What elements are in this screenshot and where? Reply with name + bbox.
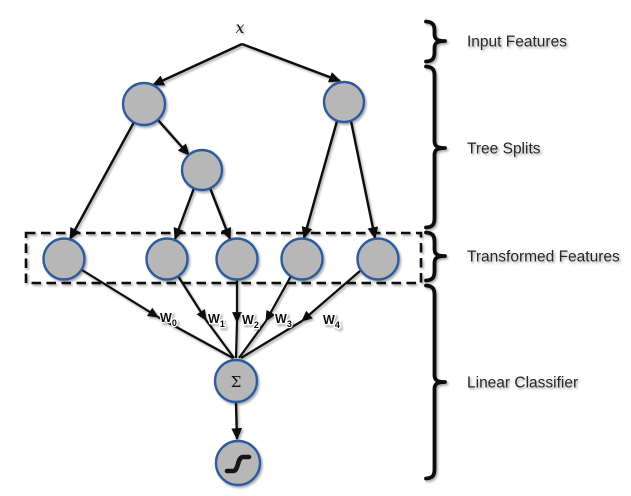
sum-symbol: Σ xyxy=(231,373,242,391)
edge-leaf4-to-sum-tail xyxy=(238,320,267,359)
transformed-feature-node xyxy=(145,237,189,281)
transformed-features-box xyxy=(24,231,423,285)
section-label-transformed-features: Transformed Features xyxy=(467,249,620,266)
edge-node3-to-leaf5 xyxy=(349,120,379,240)
weight-subscript: 2 xyxy=(254,320,259,330)
weight-label-w3: W3 xyxy=(275,312,292,329)
weight-subscript: 4 xyxy=(335,320,340,330)
edge-node1-to-leaf1 xyxy=(68,121,136,241)
transformed-feature-node xyxy=(215,237,259,281)
edge-leaf1-to-sum-tail xyxy=(157,316,234,359)
input-variable-label: x xyxy=(235,18,244,37)
brace-input-features xyxy=(424,19,447,64)
brace-linear-classifier xyxy=(424,283,447,481)
brace-tree-splits xyxy=(424,64,447,230)
transformed-feature-nodes xyxy=(42,237,400,281)
edge-leaf3-to-sum-tail xyxy=(234,321,239,359)
weight-label-w2: W2 xyxy=(242,313,259,330)
section-labels: Input Features Tree Splits Transformed F… xyxy=(467,34,620,392)
tree-nodes xyxy=(121,80,366,192)
weight-base: W xyxy=(160,311,172,325)
weight-label-w0: W0 xyxy=(160,311,177,328)
weight-label-w1: W1 xyxy=(208,312,225,329)
transformed-feature-node xyxy=(280,237,324,281)
section-braces xyxy=(424,19,447,481)
weight-subscript: 0 xyxy=(172,318,177,328)
tree-edges xyxy=(68,42,379,241)
sigmoid-curve-icon xyxy=(224,454,252,474)
edge-x-to-left-tree xyxy=(151,42,243,87)
weight-base: W xyxy=(242,313,254,327)
weighted-edges xyxy=(81,269,361,441)
weight-labels: W0 W1 W2 W3 W4 xyxy=(159,310,341,332)
brace-transformed-features xyxy=(424,230,447,283)
weight-base: W xyxy=(323,313,335,327)
section-label-tree-splits: Tree Splits xyxy=(467,141,541,158)
weight-subscript: 3 xyxy=(287,319,292,329)
edge-x-to-right-tree xyxy=(241,42,342,83)
edge-leaf5-to-sum-tail xyxy=(240,320,303,359)
edge-leaf1-to-sum xyxy=(81,269,159,318)
weight-subscript: 1 xyxy=(220,319,225,329)
transformed-feature-node xyxy=(42,237,86,281)
section-label-linear-classifier: Linear Classifier xyxy=(467,375,578,392)
transformed-feature-node xyxy=(356,237,400,281)
edge-node2-to-leaf3 xyxy=(208,187,232,241)
weight-base: W xyxy=(275,312,287,326)
edge-node2-to-leaf2 xyxy=(173,187,196,241)
edge-node3-to-leaf4 xyxy=(301,120,339,240)
edge-leaf2-to-sum-tail xyxy=(205,319,235,359)
tree-split-node xyxy=(180,148,224,192)
edge-sum-to-sigmoid xyxy=(231,402,243,441)
weight-label-w4: W4 xyxy=(323,313,340,330)
tree-split-node xyxy=(322,80,366,124)
section-label-input-features: Input Features xyxy=(467,34,567,51)
weight-base: W xyxy=(208,312,220,326)
edge-node1-to-node2 xyxy=(157,119,190,156)
sum-node xyxy=(213,358,259,404)
tree-split-node xyxy=(121,81,167,127)
edge-leaf5-to-sum xyxy=(301,270,361,322)
